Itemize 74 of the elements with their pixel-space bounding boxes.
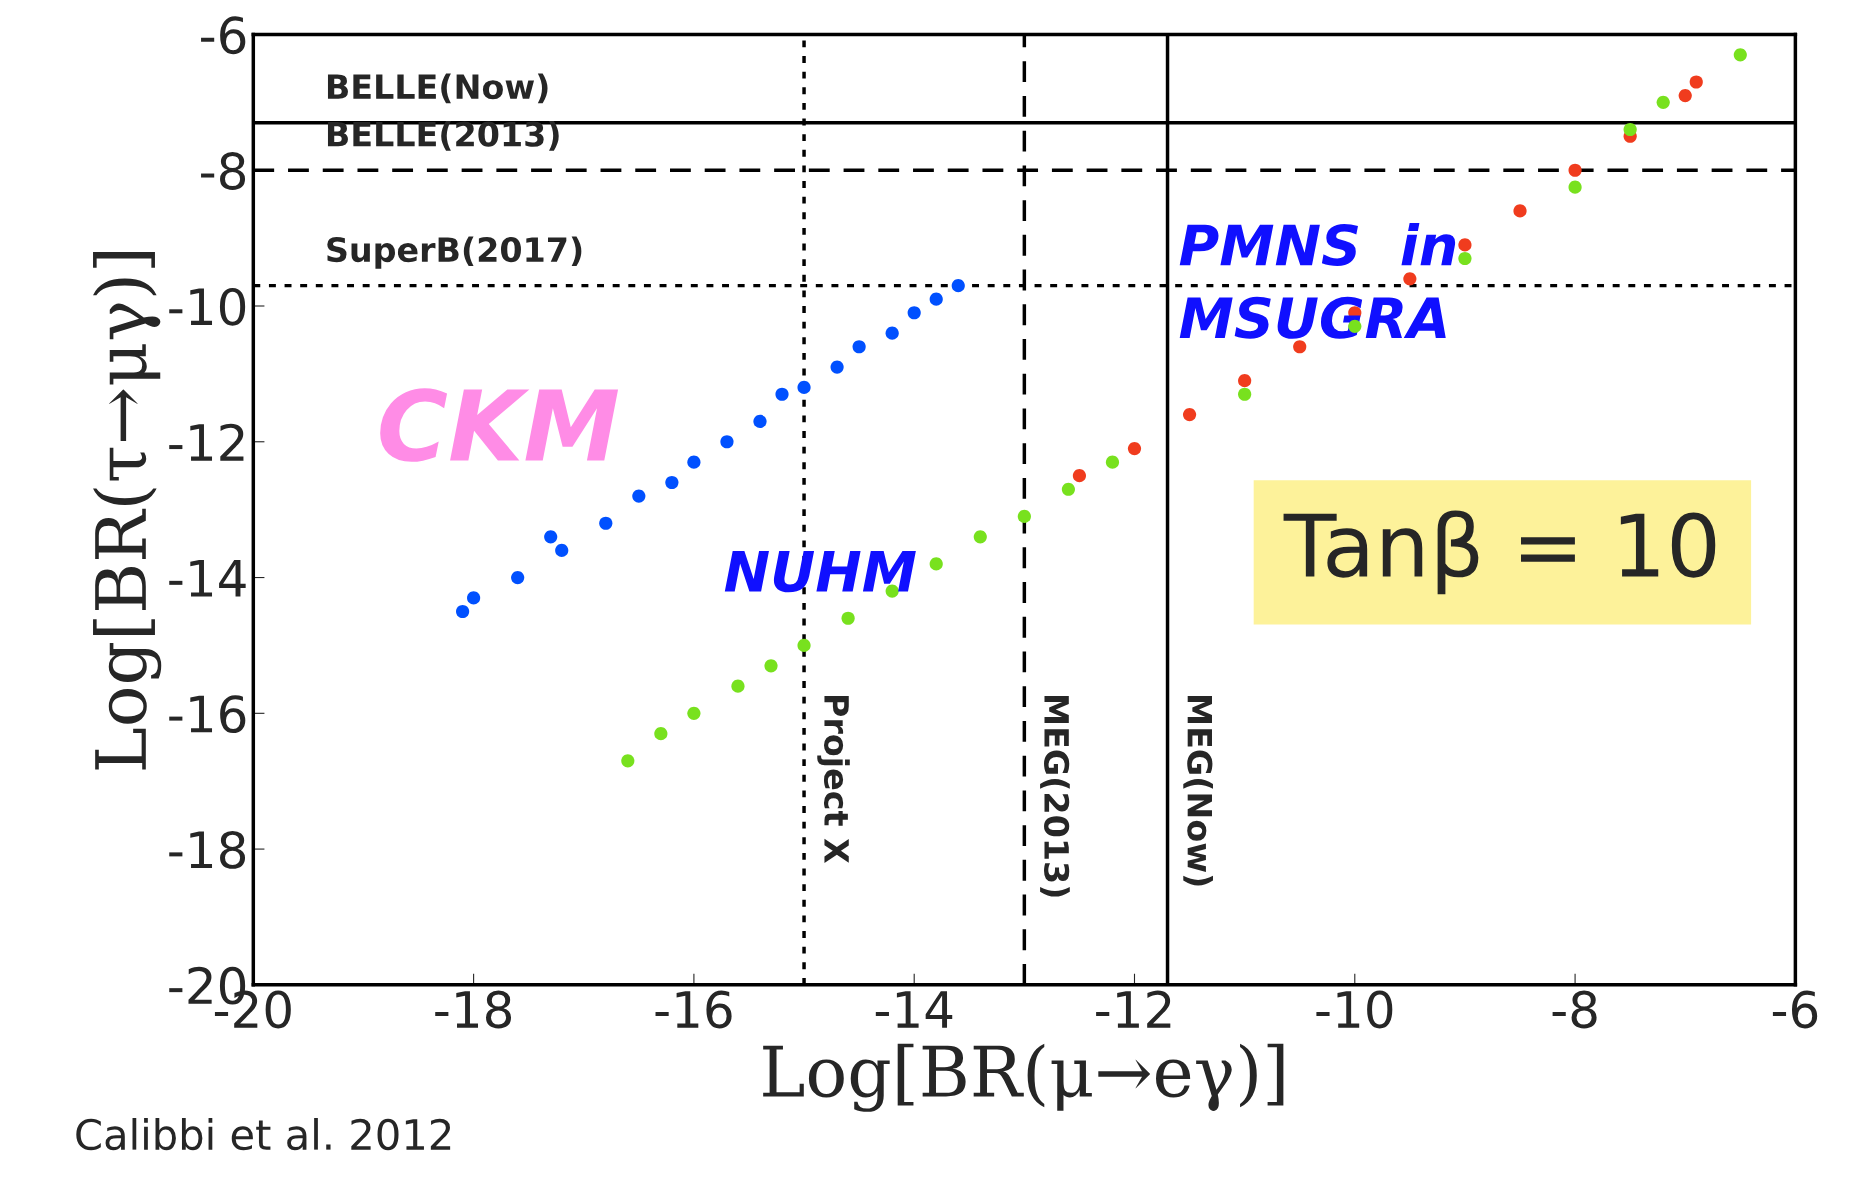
point xyxy=(830,360,844,374)
point xyxy=(654,727,668,741)
point xyxy=(1127,441,1142,456)
point xyxy=(1238,387,1252,401)
point xyxy=(1513,204,1527,218)
point xyxy=(511,570,525,585)
series-label: NUHM xyxy=(724,551,916,593)
point xyxy=(852,340,866,354)
point xyxy=(951,279,965,293)
point xyxy=(467,591,481,605)
point xyxy=(1623,122,1637,137)
x-tick-label: -10 xyxy=(1316,990,1393,1029)
point xyxy=(1678,88,1692,103)
point xyxy=(775,387,789,401)
point xyxy=(1568,180,1582,194)
y-tick-label: -12 xyxy=(169,423,244,461)
text: Calibbi et al. 2012 xyxy=(76,1117,451,1151)
x-tick-label: -16 xyxy=(655,990,732,1029)
point xyxy=(1105,455,1120,469)
y-tick-label: -18 xyxy=(169,830,246,869)
point xyxy=(544,530,558,544)
point xyxy=(555,543,569,557)
ref-line-label: BELLE(Now) xyxy=(327,73,548,104)
point xyxy=(1238,374,1252,388)
point xyxy=(797,638,811,653)
y-axis-title: Log[BR(τ→μγ)] xyxy=(93,251,162,770)
y-tick-label: -14 xyxy=(169,560,246,597)
y-tick-label: -10 xyxy=(169,287,246,326)
point xyxy=(621,754,635,768)
point xyxy=(841,611,855,625)
point xyxy=(599,516,613,530)
point xyxy=(753,414,767,428)
y-tick-label: -16 xyxy=(169,695,246,734)
ref-line-label: MEG(Now) xyxy=(1183,696,1213,886)
ref-line-label: BELLE(2013) xyxy=(327,121,559,151)
series-label: CKM xyxy=(380,388,619,462)
point xyxy=(1293,340,1307,354)
x-tick-label: -18 xyxy=(435,990,512,1029)
point xyxy=(456,604,470,619)
point xyxy=(797,380,811,395)
ref-line-label: Project X xyxy=(817,696,850,864)
point xyxy=(1458,238,1472,252)
point xyxy=(1458,251,1472,266)
point xyxy=(885,326,899,340)
point xyxy=(1182,408,1197,422)
x-axis-title: Log[BR(μ→eγ)] xyxy=(763,1043,1284,1112)
point xyxy=(731,679,745,693)
point xyxy=(687,455,701,469)
ref-line-label: SuperB(2017) xyxy=(327,236,582,269)
y-tick-label: -6 xyxy=(201,16,246,55)
x-tick-label: -14 xyxy=(875,991,953,1028)
point xyxy=(929,557,943,571)
point xyxy=(1061,482,1075,496)
point xyxy=(1656,95,1670,109)
point xyxy=(665,475,679,490)
point xyxy=(929,292,943,306)
point xyxy=(687,706,701,720)
point xyxy=(1403,272,1417,286)
x-tick-label: -6 xyxy=(1772,990,1818,1029)
point xyxy=(907,306,921,320)
point xyxy=(1733,48,1747,62)
point xyxy=(632,489,646,503)
point xyxy=(973,530,987,544)
point xyxy=(1072,469,1087,483)
x-tick-label: -8 xyxy=(1552,990,1597,1029)
point xyxy=(1568,163,1582,177)
y-tick-label: -8 xyxy=(201,152,246,190)
x-tick-label: -12 xyxy=(1096,990,1171,1028)
annotation: Tanβ = 10 xyxy=(1283,510,1716,595)
point xyxy=(720,435,734,449)
point xyxy=(1689,75,1703,89)
point xyxy=(764,659,778,673)
point xyxy=(1017,509,1031,524)
ref-line-label: MEG(2013) xyxy=(1040,696,1070,897)
